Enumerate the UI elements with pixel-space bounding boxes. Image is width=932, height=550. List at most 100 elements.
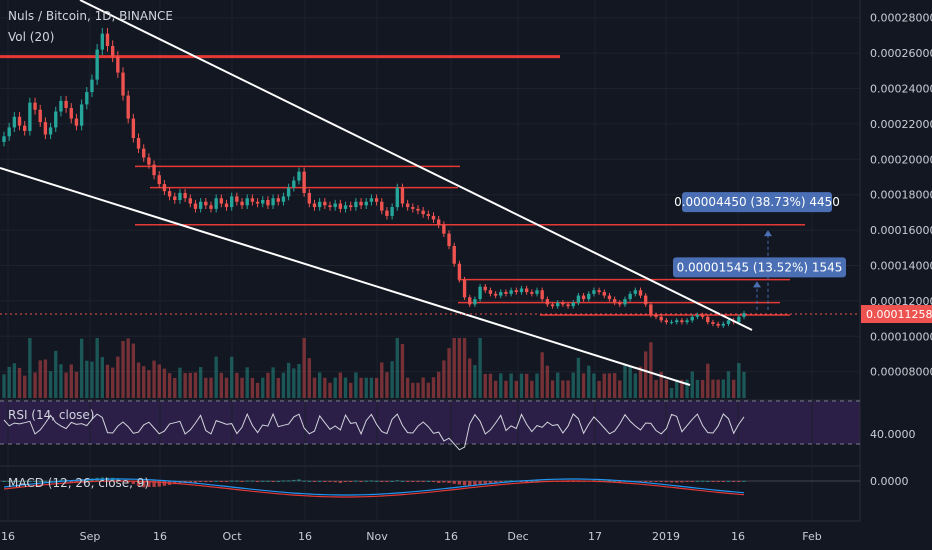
candle-body <box>74 118 79 126</box>
candle-body <box>136 138 141 149</box>
candle-body <box>706 316 710 323</box>
macd-indicator-label: MACD (12, 26, close, 9) <box>8 476 150 490</box>
candle-body <box>43 122 48 135</box>
volume-bar <box>17 367 22 398</box>
macd-histogram-bar <box>286 480 291 482</box>
volume-bar <box>473 365 477 398</box>
macd-histogram-bar <box>649 481 653 482</box>
macd-histogram-bar <box>731 481 736 482</box>
price-tick-label: 0.00010000 <box>870 330 932 343</box>
candle-body <box>193 203 198 209</box>
volume-bar <box>126 338 130 398</box>
candle-body <box>607 295 612 300</box>
volume-bar <box>364 377 368 398</box>
volume-bar <box>416 382 420 398</box>
macd-histogram-bar <box>38 481 42 482</box>
volume-bar <box>224 377 229 398</box>
candle-body <box>33 102 37 110</box>
macd-histogram-bar <box>173 481 177 485</box>
macd-histogram-bar <box>468 481 472 486</box>
candle-body <box>390 207 394 216</box>
signal-line <box>3 480 745 498</box>
macd-histogram-bar <box>131 481 136 484</box>
price-tick-label: 0.00026000 <box>870 47 932 60</box>
macd-histogram-bar <box>2 481 6 482</box>
candle-body <box>488 290 493 294</box>
volume-bar <box>488 373 493 398</box>
volume-bar <box>312 377 317 398</box>
candle-body <box>540 290 544 300</box>
candle-body <box>286 187 291 197</box>
candle-body <box>442 224 446 234</box>
candle-body <box>224 203 229 208</box>
macd-histogram-bar <box>643 481 648 482</box>
candle-body <box>550 304 555 307</box>
candle-body <box>514 290 518 293</box>
current-price-text: 0.00011258 <box>866 308 932 321</box>
macd-histogram-bar <box>711 481 715 482</box>
macd-histogram-bar <box>343 481 348 482</box>
macd-histogram-bar <box>354 480 358 482</box>
volume-bar <box>421 377 425 398</box>
volume-bar <box>633 373 638 398</box>
macd-histogram-bar <box>333 481 337 483</box>
candle-body <box>680 320 684 323</box>
candle-body <box>69 107 73 119</box>
volume-bar <box>354 372 358 398</box>
price-tick-label: 0.00014000 <box>870 259 932 272</box>
volume-bar <box>514 380 518 398</box>
candle-body <box>230 196 234 208</box>
candle-body <box>173 196 177 200</box>
macd-histogram-bar <box>307 480 311 482</box>
candle-body <box>592 290 596 294</box>
macd-histogram-bar <box>214 480 218 482</box>
time-tick-label: Nov <box>366 530 388 543</box>
candle-body <box>343 205 348 209</box>
macd-histogram-bar <box>152 481 156 488</box>
volume-bar <box>664 379 669 398</box>
volume-bar <box>121 341 125 398</box>
candle-body <box>612 299 617 303</box>
volume-bar <box>499 373 503 398</box>
macd-histogram-bar <box>638 481 643 482</box>
volume-bar <box>240 377 244 398</box>
candle-body <box>198 201 203 209</box>
candle-body <box>452 246 456 264</box>
macd-histogram-bar <box>426 481 431 482</box>
volume-bar <box>431 377 436 398</box>
macd-histogram-bar <box>369 480 374 482</box>
candle-body <box>561 302 565 305</box>
macd-histogram-bar <box>12 481 17 482</box>
macd-histogram-bar <box>157 481 161 487</box>
candle-body <box>359 201 363 206</box>
candle-body <box>317 201 322 208</box>
time-tick-label: Oct <box>222 530 242 543</box>
volume-bar <box>504 380 508 398</box>
volume-bar <box>493 380 498 398</box>
macd-histogram-bar <box>235 480 239 482</box>
candle-body <box>545 299 550 305</box>
volume-bar <box>250 377 255 398</box>
volume-bar <box>628 365 632 398</box>
candle-body <box>235 196 239 202</box>
volume-bar <box>110 367 115 398</box>
time-tick-label: 17 <box>588 530 602 543</box>
volume-bar <box>271 367 275 398</box>
price-tick-label: 0.00024000 <box>870 82 932 95</box>
volume-bar <box>90 361 94 398</box>
macd-histogram-bar <box>737 481 741 482</box>
volume-bar <box>116 356 120 398</box>
volume-bar <box>592 373 596 398</box>
candle-body <box>499 292 503 296</box>
candle-body <box>110 46 115 57</box>
macd-histogram-bar <box>23 481 27 482</box>
candle-body <box>85 92 89 105</box>
macd-histogram-bar <box>17 481 22 482</box>
price-tick-label: 0.00020000 <box>870 153 932 166</box>
volume-bar <box>587 365 591 398</box>
volume-bar <box>343 377 348 398</box>
rsi-level-label: 40.0000 <box>870 428 916 441</box>
volume-bar <box>255 382 260 398</box>
volume-bar <box>685 379 689 398</box>
